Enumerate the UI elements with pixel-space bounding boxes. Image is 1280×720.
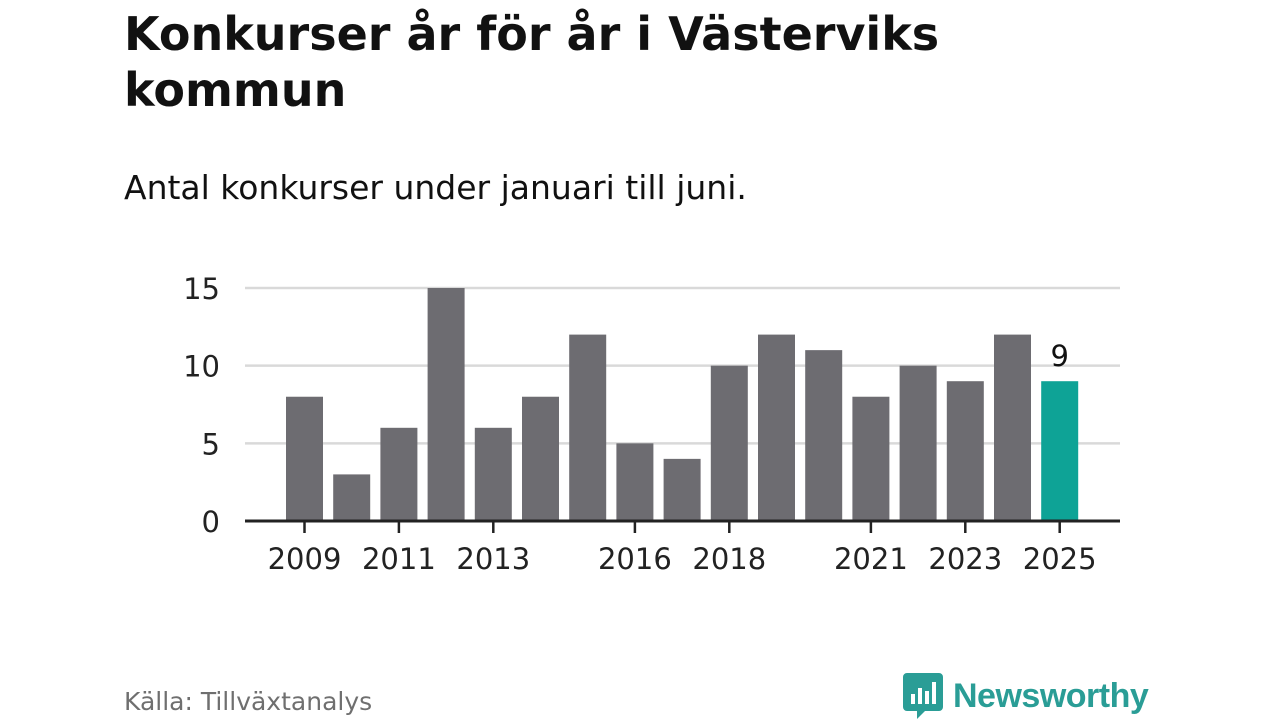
bar-2010 xyxy=(333,474,371,521)
bar-2021 xyxy=(852,396,890,521)
bar-2015 xyxy=(569,334,607,521)
bar-2017 xyxy=(663,458,701,521)
bar-2025 xyxy=(1041,381,1079,521)
newsworthy-logo[interactable]: Newsworthy xyxy=(903,672,1149,720)
x-tick-label: 2025 xyxy=(1023,542,1097,576)
y-tick-label: 5 xyxy=(202,427,220,461)
bar-2024 xyxy=(994,334,1031,521)
bar-2014 xyxy=(522,396,559,521)
bar-2018 xyxy=(710,365,748,521)
x-tick-label: 2013 xyxy=(456,542,530,576)
bar-2022 xyxy=(899,365,937,521)
x-tick-label: 2018 xyxy=(692,542,766,576)
x-tick-label: 2023 xyxy=(928,542,1002,576)
bar-2011 xyxy=(380,427,418,521)
bar-2013 xyxy=(474,427,512,521)
y-tick-label: 15 xyxy=(183,272,220,306)
x-tick-label: 2021 xyxy=(834,542,908,576)
bar-2020 xyxy=(805,350,843,521)
source-note: Källa: Tillväxtanalys xyxy=(124,687,373,716)
bar-2023 xyxy=(946,381,984,521)
y-tick-label: 0 xyxy=(202,505,220,539)
y-tick-label: 10 xyxy=(183,350,220,384)
x-tick-label: 2009 xyxy=(268,542,342,576)
bar-2012 xyxy=(427,288,465,521)
x-tick-label: 2011 xyxy=(362,542,436,576)
bar-2016 xyxy=(616,443,654,521)
newsworthy-logo-icon xyxy=(903,673,943,719)
x-tick-label: 2016 xyxy=(598,542,672,576)
bar-2019 xyxy=(758,334,795,521)
data-label: 9 xyxy=(1050,339,1068,373)
chart-title: Konkurser år för år i Västerviks kommun xyxy=(124,7,940,117)
logo-wordmark: Newsworthy xyxy=(953,676,1149,715)
chart-subtitle: Antal konkurser under januari till juni. xyxy=(124,168,747,207)
bar-2009 xyxy=(286,396,323,521)
